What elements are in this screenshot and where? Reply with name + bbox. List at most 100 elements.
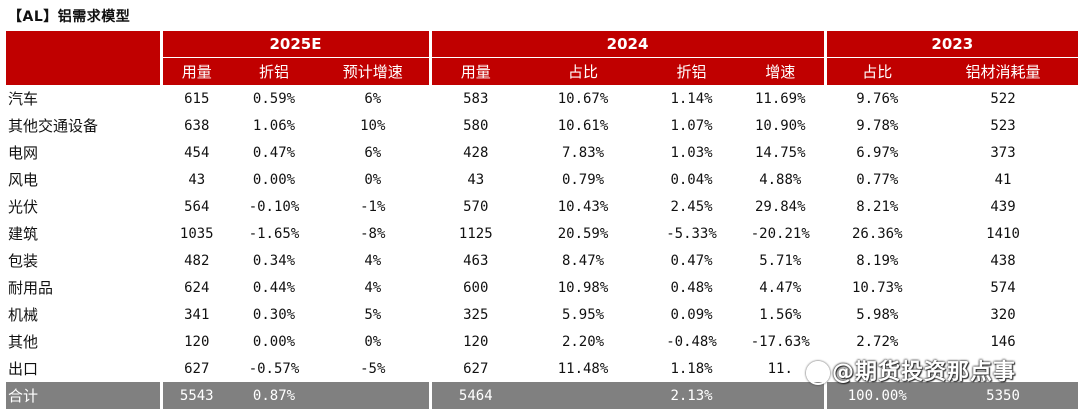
table-cell: 10.67% [557,90,609,107]
table-cell: 2.20% [561,333,605,350]
table-cell: -1.65% [248,225,300,242]
table-cell: 41 [994,171,1012,188]
table-cell: 10.73% [823,274,929,301]
table-cell: 0.34% [252,252,296,269]
column-header: 铝材消耗量 [928,57,1079,85]
table-cell: 583 [428,85,521,112]
table-row: 风电 43 0.00% 0% 43 0.79% 0.04% 4.88% 0.77% 41 [6,166,1078,193]
table-cell: 2.13% [646,382,738,409]
table-cell: 26.36% [823,220,929,247]
table-cell: 120 [159,328,231,355]
table-cell: 6% [364,90,382,107]
table-cell: 1035 [159,220,231,247]
table-row: 耐用品 624 0.44% 4% 600 10.98% 0.48% 4.47% 10.73% 57… [6,274,1078,301]
row-category: 合计 [6,382,161,409]
table-cell: 624 [159,274,231,301]
table-cell: 5.95% [561,306,605,323]
table-cell: -1% [360,198,386,215]
table-cell: 325 [428,301,521,328]
table-cell: 0.47% [252,144,296,161]
table-cell: 5.98% [823,301,929,328]
table-cell: 0.30% [252,306,296,323]
table-cell [737,382,826,409]
table-cell: 8.19% [823,247,929,274]
table-cell: 6% [364,144,382,161]
table-cell: 5% [364,306,382,323]
table-cell: 1.18% [670,360,713,377]
table-cell: 20.59% [557,225,609,242]
header-corner [6,31,161,58]
group-header-2025e: 2025E [159,31,431,58]
table-cell: -0.10% [248,198,300,215]
table-cell: 2.45% [670,198,713,215]
table-cell: -0.48% [666,333,717,350]
column-header: 用量 [159,57,231,85]
row-category: 光伏 [8,198,39,216]
table-cell: 627 [428,355,521,382]
table-cell: 10.90% [754,117,806,134]
table-cell: 0.77% [823,166,929,193]
table-cell: 638 [159,112,231,139]
table-cell: 570 [428,193,521,220]
table-cell: 0% [364,333,382,350]
table-cell: 1.03% [670,144,713,161]
table-cell: 5543 [159,382,231,409]
table-cell: 615 [159,85,231,112]
row-category: 其他 [8,333,39,351]
table-cell: 10.98% [557,279,609,296]
table-cell: 5350 [928,382,1079,409]
column-header: 占比 [520,57,647,85]
row-category: 风电 [8,171,39,189]
table-row: 机械 341 0.30% 5% 325 5.95% 0.09% 1.56% 5.98% 320 [6,301,1078,328]
table-row: 出口 627 -0.57% -5% 627 11.48% 1.18% 11. [6,355,1078,382]
table-cell: 11.48% [557,360,609,377]
table-cell: 4% [364,279,382,296]
table-cell: 1125 [428,220,521,247]
row-category: 机械 [8,306,39,324]
row-category: 建筑 [8,225,39,243]
table-cell: 0.48% [670,279,713,296]
table-cell: 320 [990,306,1016,323]
table-cell: -20.21% [750,225,810,242]
table-cell: 482 [159,247,231,274]
table-cell: 10.61% [557,117,609,134]
watermark-logo-icon [806,361,830,385]
table-cell: 11.69% [754,90,806,107]
table-cell: 1.14% [670,90,713,107]
table-cell: 9.76% [823,85,929,112]
table-cell: 523 [990,117,1016,134]
column-header: 占比 [823,57,929,85]
table-cell: 14.75% [754,144,806,161]
watermark-text: @期货投资那点事 [832,360,1017,385]
row-category: 出口 [8,360,39,378]
table-cell: 4.47% [759,279,802,296]
group-header-2024: 2024 [428,31,826,58]
table-cell: 373 [990,144,1016,161]
table-cell: 428 [428,139,521,166]
table-row: 其他交通设备 638 1.06% 10% 580 10.61% 1.07% 10.90% 9.7… [6,112,1078,139]
table-cell: -17.63% [750,333,810,350]
total-row: 合计 5543 0.87% 5464 2.13% 100.00% 5350 [6,382,1079,409]
table-cell: 120 [428,328,521,355]
table-cell: 0.04% [670,171,713,188]
table-cell: 1.06% [252,117,296,134]
table-cell: 627 [159,355,231,382]
table-row: 建筑 1035 -1.65% -8% 1125 20.59% -5.33% -20.21% 26… [6,220,1078,247]
table-cell: 1.07% [670,117,713,134]
table-cell: 438 [990,252,1016,269]
table-cell: 4.88% [759,171,802,188]
table-cell: 43 [159,166,231,193]
table-cell: 1410 [986,225,1020,242]
table-cell: 341 [159,301,231,328]
table-cell: 6.97% [823,139,929,166]
table-cell: 1.56% [759,306,802,323]
table-cell: 0.00% [252,171,296,188]
aluminum-demand-table: 2025E 2024 2023 用量 折铝 预计增速 用量 占比 折铝 增速 占… [6,31,1079,409]
table-cell: 7.83% [561,144,605,161]
table-cell: 600 [428,274,521,301]
table-cell: 9.78% [823,112,929,139]
table-cell: -0.57% [248,360,300,377]
table-cell: 0.47% [670,252,713,269]
table-cell: 8.47% [561,252,605,269]
table-cell: 0.09% [670,306,713,323]
